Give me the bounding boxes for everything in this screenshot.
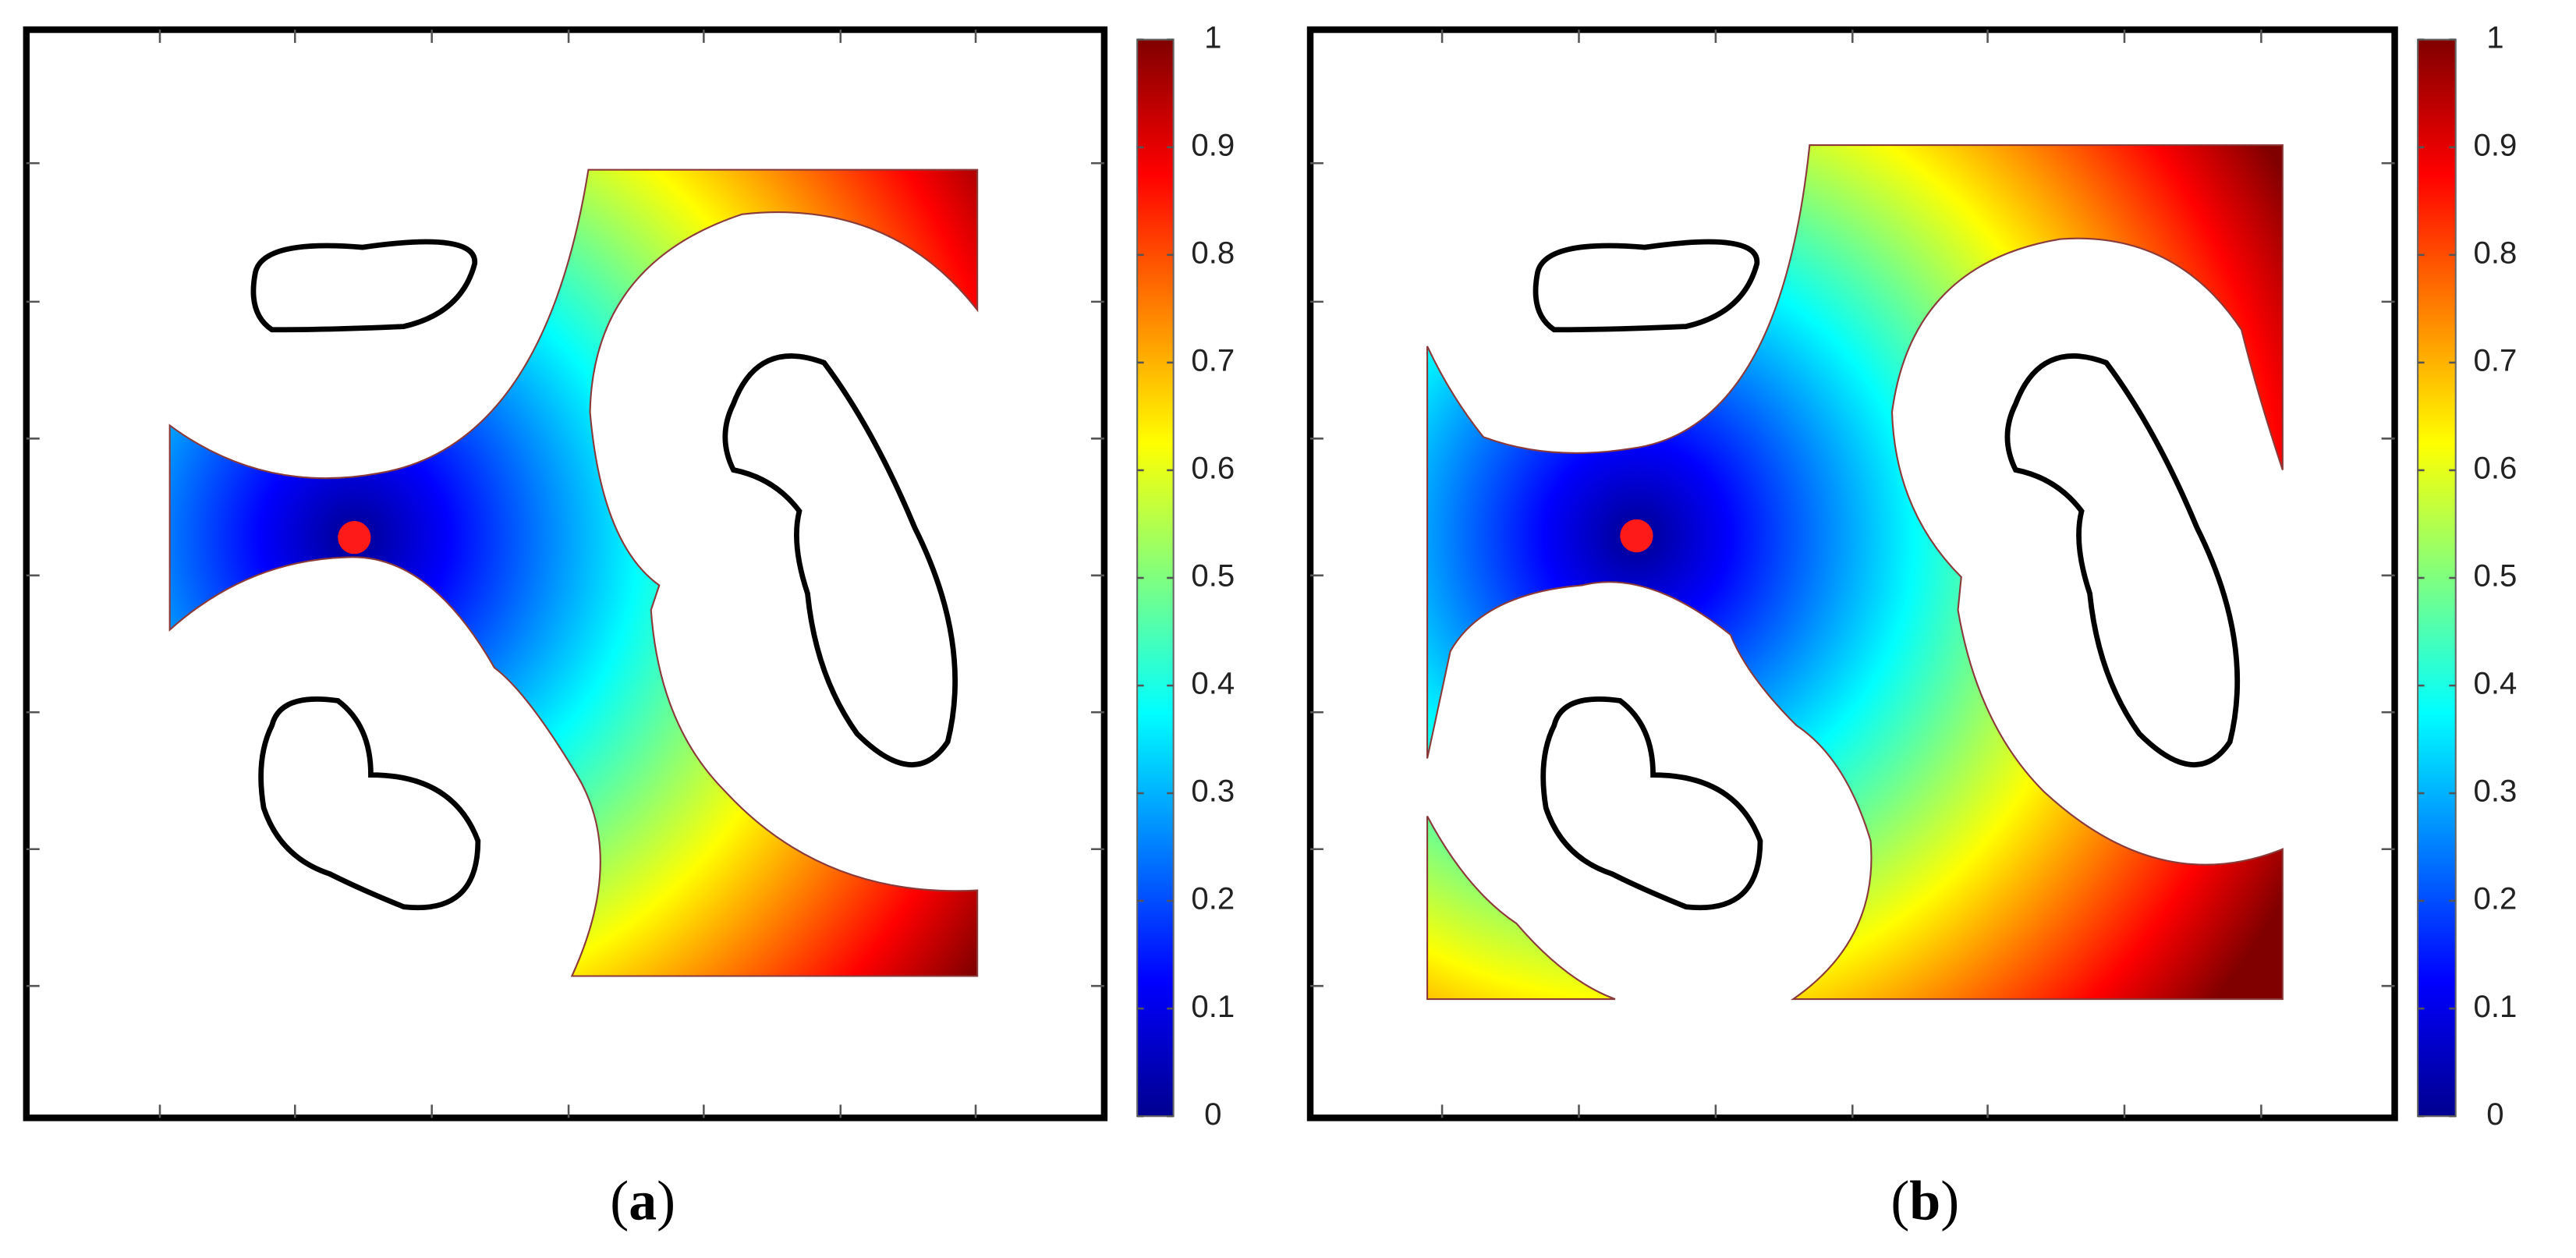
- colorbar-tick-label: 0.7: [1191, 342, 1235, 377]
- colorbar: 0 0.1 0.2 0.3 0.4 0.5 0.6 0.7 0.8 0.9 1: [26, 19, 1235, 1132]
- caption-part: (: [1890, 1170, 1909, 1232]
- domain: [1426, 144, 2284, 1001]
- domain: [168, 168, 979, 977]
- colorbar-tick-label: 0.8: [1191, 235, 1235, 270]
- domain: [1426, 815, 1616, 1001]
- colorbar-tick-label: 0.9: [1191, 127, 1235, 162]
- caption-part: ): [657, 1170, 675, 1232]
- colorbar-tick-label: 0: [2486, 1097, 2503, 1132]
- plot-frame: [23, 26, 1108, 1122]
- colorbar-tick-label: 0.5: [2474, 558, 2518, 594]
- colorbar-tick-label: 0.2: [1191, 881, 1235, 916]
- colorbar-tick-label: 0.9: [2474, 127, 2518, 162]
- caption-part: a: [629, 1170, 657, 1232]
- panel-caption: (b): [1890, 1170, 1959, 1232]
- colorbar-tick-label: 0.8: [2474, 235, 2518, 270]
- colorbar-tick-label: 0.1: [2474, 989, 2518, 1024]
- caption-part: (: [610, 1170, 629, 1232]
- obstacle: [2004, 353, 2241, 767]
- caption-part: ): [1940, 1170, 1959, 1232]
- colorbar-tick-label: 0.7: [2474, 342, 2518, 377]
- colorbar-tick-label: 0: [1204, 1097, 1221, 1132]
- colorbar-tick-label: 0.4: [1191, 666, 1235, 701]
- obstacle: [258, 696, 481, 911]
- colorbar-tick-label: 0.2: [2474, 881, 2518, 916]
- colorbar-tick-label: 0.3: [2474, 774, 2518, 809]
- obstacles: [1532, 239, 2241, 911]
- colorbar-tick-label: 0.5: [1191, 558, 1235, 594]
- colorbar-tick-label: 0.6: [2474, 451, 2518, 486]
- obstacle: [250, 239, 478, 333]
- colorbar-tick-label: 0.3: [1191, 774, 1235, 809]
- colorbar-tick-label: 0.4: [2474, 666, 2518, 701]
- colorbar-tick-label: 1: [2486, 19, 2503, 55]
- obstacle: [722, 353, 958, 767]
- panel-a: [23, 26, 1108, 1122]
- panel-caption: (a): [610, 1170, 675, 1232]
- obstacle: [1532, 239, 1760, 333]
- colorbar: 0 0.1 0.2 0.3 0.4 0.5 0.6 0.7 0.8 0.9 1: [1310, 19, 2518, 1132]
- source-point: [338, 521, 371, 555]
- obstacle: [1540, 696, 1763, 911]
- panel-b: [1306, 26, 2398, 1122]
- colorbar-tick-label: 1: [1204, 19, 1221, 55]
- source-point: [1620, 519, 1653, 553]
- obstacles: [250, 239, 958, 911]
- colorbar-tick-label: 0.1: [1191, 989, 1235, 1024]
- colorbar-tick-label: 0.6: [1191, 451, 1235, 486]
- caption-part: b: [1909, 1170, 1940, 1232]
